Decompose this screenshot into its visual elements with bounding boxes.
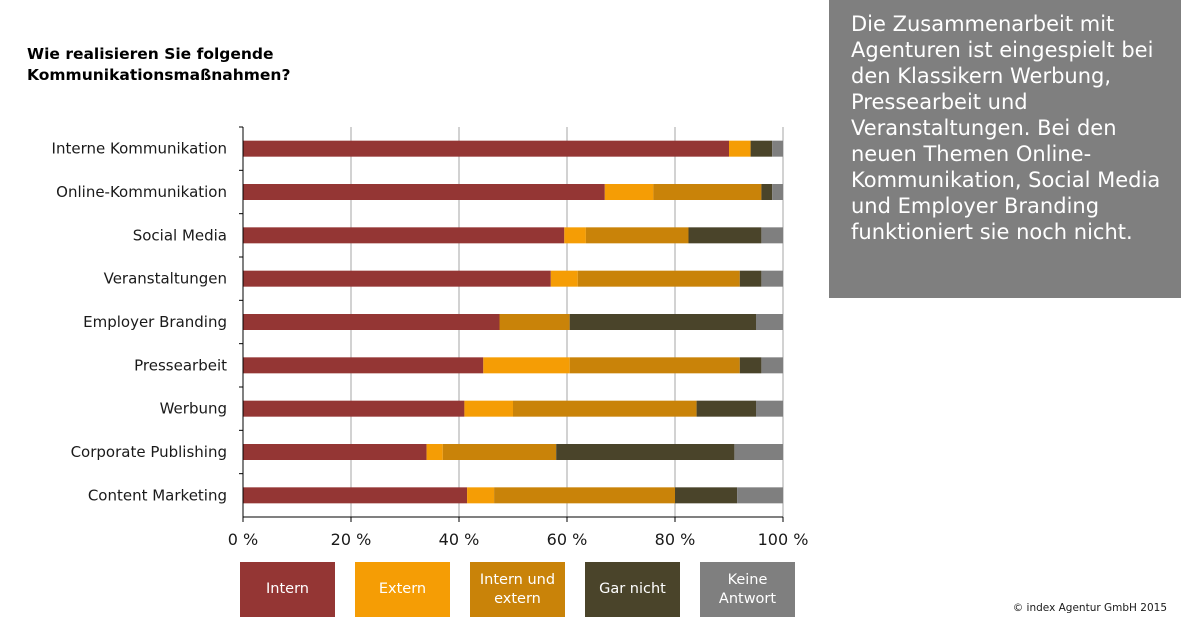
bar-employer-branding-intern-und-extern <box>499 314 570 330</box>
bar-interne-kommunikation-gar-nicht <box>750 140 773 157</box>
x-tick-label-40: 40 % <box>439 530 480 549</box>
category-label-interne-kommunikation: Interne Kommunikation <box>52 140 227 158</box>
bar-employer-branding-gar-nicht <box>569 314 756 330</box>
bar-veranstaltungen-gar-nicht <box>739 270 762 287</box>
category-label-pressearbeit: Pressearbeit <box>134 356 227 374</box>
category-label-social-media: Social Media <box>133 226 227 244</box>
x-tick-label-80: 80 % <box>655 530 696 549</box>
chart-title-line-1: Wie realisieren Sie folgende <box>27 45 274 63</box>
bar-online-kommunikation-extern <box>604 184 654 200</box>
bar-social-media-intern-und-extern <box>585 227 689 244</box>
legend-item-gar-nicht: Gar nicht <box>585 562 680 617</box>
copyright-notice: © index Agentur GmbH 2015 <box>1012 602 1167 614</box>
bar-content-marketing-gar-nicht <box>675 487 738 504</box>
bar-employer-branding-keine-antwort <box>756 314 783 330</box>
legend-item-intern-und-extern: Intern und extern <box>470 562 565 617</box>
bar-online-kommunikation-intern <box>243 184 605 200</box>
legend-item-extern: Extern <box>355 562 450 617</box>
bar-corporate-publishing-keine-antwort <box>734 444 783 460</box>
category-label-content-marketing: Content Marketing <box>88 486 227 504</box>
bar-pressearbeit-intern <box>243 357 484 374</box>
bar-veranstaltungen-intern <box>243 270 551 287</box>
bar-social-media-extern <box>564 227 586 244</box>
bar-werbung-extern <box>464 400 513 417</box>
bar-interne-kommunikation-keine-antwort <box>772 140 783 157</box>
bar-pressearbeit-gar-nicht <box>739 357 762 374</box>
bar-online-kommunikation-keine-antwort <box>772 184 783 200</box>
bar-content-marketing-keine-antwort <box>737 487 783 504</box>
bar-veranstaltungen-intern-und-extern <box>577 270 740 287</box>
bar-social-media-keine-antwort <box>761 227 783 244</box>
bar-online-kommunikation-intern-und-extern <box>653 184 762 200</box>
x-tick-label-20: 20 % <box>331 530 372 549</box>
bar-online-kommunikation-gar-nicht <box>761 184 773 200</box>
legend-item-keine-antwort: Keine Antwort <box>700 562 795 617</box>
x-tick-label-60: 60 % <box>547 530 588 549</box>
category-label-online-kommunikation: Online-Kommunikation <box>56 183 227 201</box>
bar-content-marketing-intern <box>243 487 468 504</box>
bar-social-media-gar-nicht <box>688 227 762 244</box>
bar-werbung-intern-und-extern <box>513 400 697 417</box>
bar-corporate-publishing-extern <box>426 444 443 460</box>
category-label-veranstaltungen: Veranstaltungen <box>104 270 227 288</box>
callout-text: Die Zusammenarbeit mit Agenturen ist ein… <box>851 12 1161 244</box>
bar-pressearbeit-extern <box>483 357 570 374</box>
chart-title: Wie realisieren Sie folgende Kommunikati… <box>27 44 447 86</box>
bar-content-marketing-extern <box>467 487 495 504</box>
bar-werbung-keine-antwort <box>756 400 783 417</box>
bar-interne-kommunikation-intern <box>243 140 729 157</box>
callout-box: Die Zusammenarbeit mit Agenturen ist ein… <box>829 0 1181 298</box>
category-label-employer-branding: Employer Branding <box>83 313 227 331</box>
stacked-bar-chart: Interne Kommunikation Online-Kommunikatio… <box>52 126 809 549</box>
chart-legend: Intern Extern Intern und extern Gar nich… <box>240 562 795 617</box>
bar-corporate-publishing-gar-nicht <box>556 444 735 460</box>
bar-corporate-publishing-intern <box>243 444 427 460</box>
bar-content-marketing-intern-und-extern <box>494 487 675 504</box>
bar-werbung-gar-nicht <box>696 400 756 417</box>
bar-social-media-intern <box>243 227 565 244</box>
category-label-corporate-publishing: Corporate Publishing <box>71 443 227 461</box>
bar-corporate-publishing-intern-und-extern <box>442 444 557 460</box>
x-tick-label-100: 100 % <box>758 530 809 549</box>
x-tick-label-0: 0 % <box>228 530 258 549</box>
bar-veranstaltungen-extern <box>550 270 578 287</box>
bar-veranstaltungen-keine-antwort <box>761 270 783 287</box>
chart-title-line-2: Kommunikationsmaßnahmen? <box>27 66 291 84</box>
category-label-werbung: Werbung <box>160 400 227 418</box>
bar-pressearbeit-intern-und-extern <box>569 357 740 374</box>
bar-pressearbeit-keine-antwort <box>761 357 783 374</box>
legend-item-intern: Intern <box>240 562 335 617</box>
bar-werbung-intern <box>243 400 465 417</box>
bar-employer-branding-intern <box>243 314 500 330</box>
bar-interne-kommunikation-extern <box>729 140 751 157</box>
